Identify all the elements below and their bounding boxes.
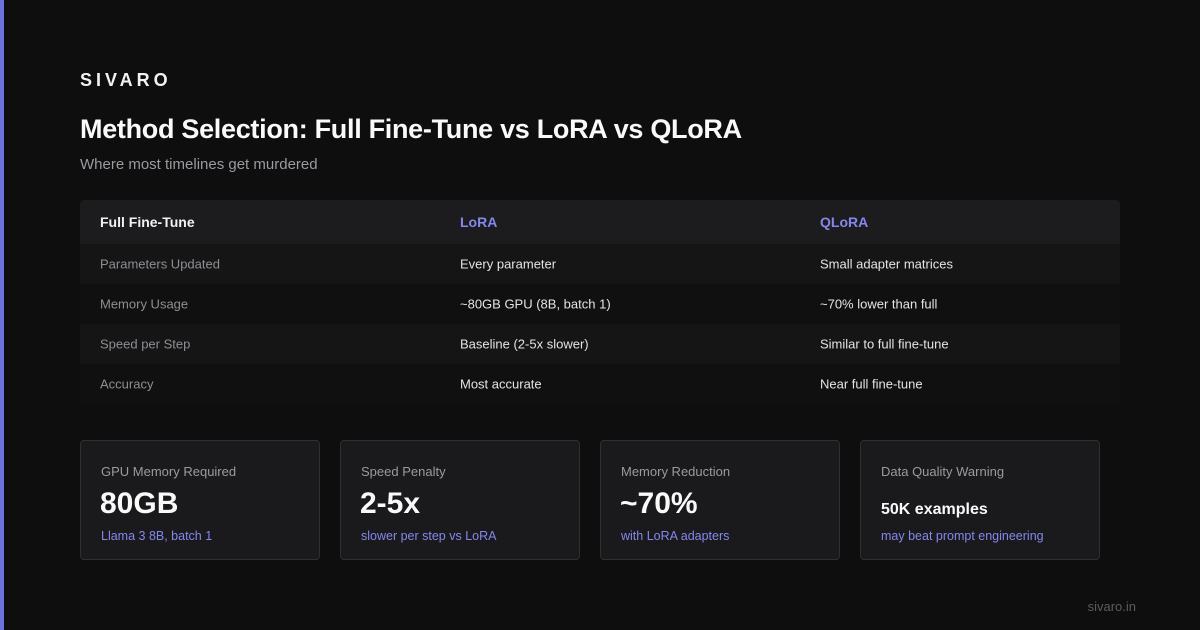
table-cell: ~70% lower than full bbox=[820, 296, 938, 312]
stat-label: GPU Memory Required bbox=[101, 464, 237, 479]
stat-label: Speed Penalty bbox=[361, 464, 446, 479]
accent-bar bbox=[0, 0, 4, 630]
stat-value: 50K examples bbox=[881, 501, 988, 518]
table-cell: Memory Usage bbox=[100, 296, 189, 312]
table-row: Parameters Updated Every parameter Small a… bbox=[80, 244, 1120, 284]
subtitle: Where most timelines get murdered bbox=[80, 156, 318, 173]
stat-value: ~70% bbox=[620, 487, 698, 520]
stat-note: Llama 3 8B, batch 1 bbox=[101, 529, 213, 543]
footer-site: sivaro.in bbox=[1087, 599, 1136, 614]
table-cell: Every parameter bbox=[460, 256, 557, 272]
table-cell: Small adapter matrices bbox=[820, 256, 953, 272]
column-header: QLoRA bbox=[820, 214, 869, 230]
table-cell: Speed per Step bbox=[100, 336, 191, 352]
stat-note: may beat prompt engineering bbox=[881, 529, 1044, 543]
table-row: Accuracy Most accurate Near full fine-tune bbox=[80, 364, 1120, 404]
stat-label: Data Quality Warning bbox=[881, 464, 1005, 479]
table-cell: Parameters Updated bbox=[100, 256, 220, 272]
table-row: Speed per Step Baseline (2-5x slower) Simi… bbox=[80, 324, 1120, 364]
table-body: Parameters Updated Every parameter Small a… bbox=[80, 244, 1120, 404]
stat-card: GPU Memory Required 80GB Llama 3 8B, batch… bbox=[80, 440, 320, 560]
stat-value: 2-5x bbox=[360, 487, 421, 520]
table-header: Full Fine-Tune LoRA QLoRA bbox=[80, 200, 1120, 244]
stat-note: with LoRA adapters bbox=[621, 529, 730, 543]
table-cell: Similar to full fine-tune bbox=[820, 336, 949, 352]
table-cell: Baseline (2-5x slower) bbox=[460, 336, 589, 352]
table-cell: Near full fine-tune bbox=[820, 376, 923, 392]
brand: SIVARO bbox=[80, 70, 172, 90]
stat-card: Speed Penalty 2-5x slower per step vs LoRA bbox=[340, 440, 580, 560]
stat-card: Data Quality Warning 50K examples may beat… bbox=[860, 440, 1100, 560]
stat-label: Memory Reduction bbox=[621, 464, 731, 479]
stat-note: slower per step vs LoRA bbox=[361, 529, 497, 543]
table-cell: Accuracy bbox=[100, 376, 154, 392]
comparison-table: Full Fine-Tune LoRA QLoRA Parameters Upd… bbox=[80, 200, 1120, 404]
title: Method Selection: Full Fine-Tune vs LoRA… bbox=[80, 114, 742, 144]
stat-value: 80GB bbox=[100, 487, 179, 520]
column-header: LoRA bbox=[460, 214, 498, 230]
stat-card: Memory Reduction ~70% with LoRA adapters bbox=[600, 440, 840, 560]
table-row: Memory Usage ~80GB GPU (8B, batch 1) ~70% … bbox=[80, 284, 1120, 324]
column-header: Full Fine-Tune bbox=[100, 214, 195, 230]
table-cell: ~80GB GPU (8B, batch 1) bbox=[460, 296, 611, 312]
table-cell: Most accurate bbox=[460, 376, 542, 392]
